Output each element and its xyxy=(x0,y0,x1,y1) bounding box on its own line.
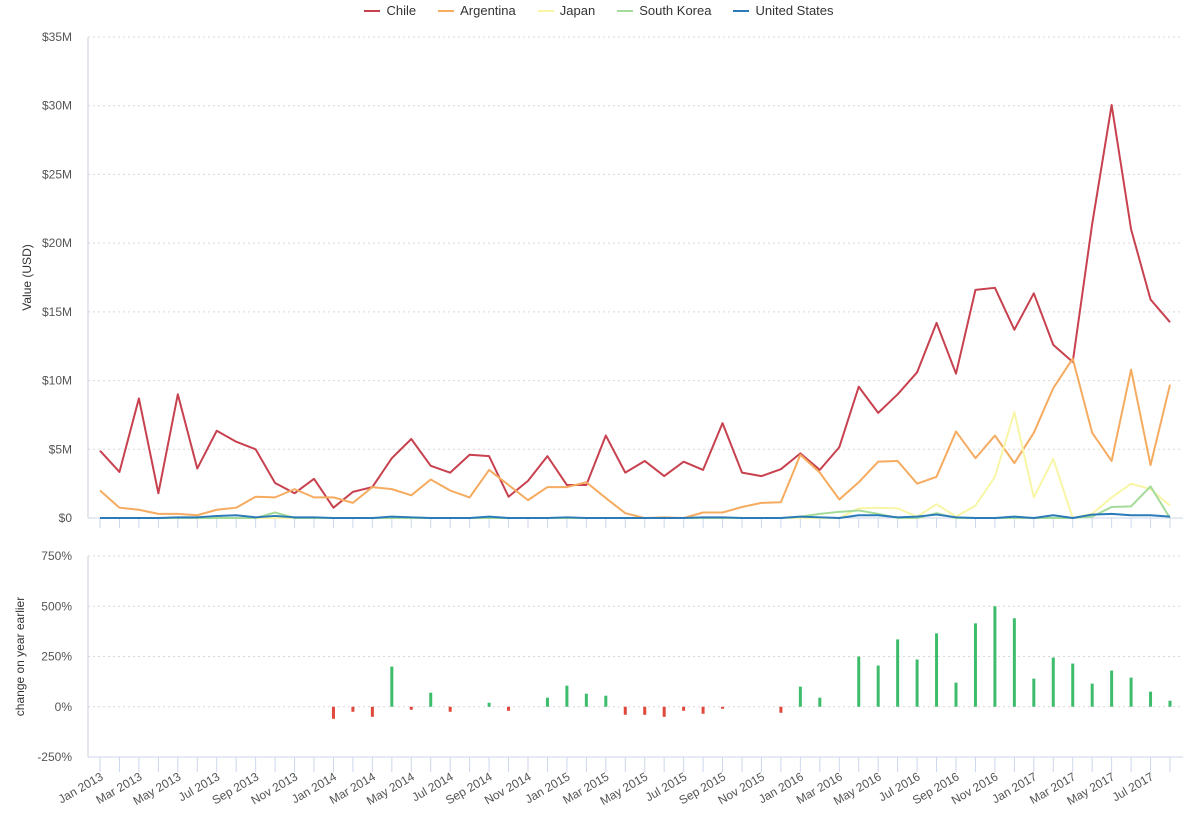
yoy-bar xyxy=(487,702,491,707)
yoy-bar xyxy=(429,692,433,707)
series-line-south-korea xyxy=(100,485,1171,519)
yoy-bar xyxy=(409,706,413,710)
y-tick-label: $35M xyxy=(42,30,72,44)
yoy-bar xyxy=(779,706,783,713)
yoy-bar xyxy=(1090,683,1094,707)
y-axis-title: Value (USD) xyxy=(20,244,34,310)
yoy-bar xyxy=(973,623,977,707)
yoy-bar xyxy=(876,665,880,707)
legend-swatch xyxy=(733,9,750,12)
yoy-bar xyxy=(662,706,666,717)
yoy-bar xyxy=(448,706,452,712)
yoy-bar xyxy=(798,686,802,707)
yoy-bar xyxy=(643,706,647,715)
yoy-bar xyxy=(818,697,822,707)
series-line-argentina xyxy=(99,357,1171,519)
yoy-bar xyxy=(701,706,705,714)
yoy-bar xyxy=(565,685,569,707)
yoy-bar xyxy=(545,697,549,707)
yoy-bar xyxy=(1071,663,1075,707)
legend-label: South Korea xyxy=(639,3,712,18)
yoy-bar xyxy=(507,706,511,711)
y-tick-label: 0% xyxy=(55,700,73,714)
yoy-bar xyxy=(390,666,394,707)
yoy-bar xyxy=(1032,678,1036,707)
legend-label: Chile xyxy=(386,3,417,18)
yoy-bar xyxy=(623,706,627,715)
yoy-bar xyxy=(604,695,608,707)
legend-swatch xyxy=(438,9,455,12)
legend-swatch xyxy=(364,9,381,12)
yoy-bar xyxy=(915,659,919,707)
y-tick-label: $20M xyxy=(42,236,72,250)
y-tick-label: 250% xyxy=(41,650,72,664)
series-line-united-states xyxy=(100,512,1171,519)
yoy-bar xyxy=(1149,691,1153,707)
legend: Chile Argentina Japan South Korea United Sta… xyxy=(0,3,1198,18)
y-tick-label: $5M xyxy=(49,442,72,456)
y-axis-title: change on year earlier xyxy=(13,597,27,716)
y-tick-label: $10M xyxy=(42,374,72,388)
yoy-bar xyxy=(682,706,686,711)
y-tick-label: $0 xyxy=(59,511,73,525)
legend-item[interactable]: Chile xyxy=(364,3,416,18)
legend-label: Japan xyxy=(559,3,596,18)
series-line-japan xyxy=(100,411,1171,519)
legend-label: Argentina xyxy=(460,3,516,18)
yoy-bar xyxy=(993,606,997,707)
y-tick-label: -250% xyxy=(37,750,72,764)
yoy-bar xyxy=(1012,618,1016,707)
x-tick-label: Jul 2017 xyxy=(1110,769,1157,804)
yoy-bar xyxy=(935,633,939,707)
yoy-bar xyxy=(331,706,335,719)
legend-label: United States xyxy=(755,3,834,18)
yoy-bar xyxy=(370,706,374,717)
yoy-bar xyxy=(351,706,355,712)
y-tick-label: 750% xyxy=(41,549,72,563)
series-line-chile xyxy=(99,104,1171,509)
legend-swatch xyxy=(617,9,634,12)
legend-item[interactable]: United States xyxy=(733,3,834,18)
yoy-bar xyxy=(721,706,725,709)
y-tick-label: 500% xyxy=(41,599,72,613)
legend-swatch xyxy=(537,9,554,12)
y-tick-label: $25M xyxy=(42,167,72,181)
legend-item[interactable]: Argentina xyxy=(438,3,516,18)
yoy-bar xyxy=(896,639,900,707)
yoy-bar xyxy=(584,693,588,707)
yoy-bar xyxy=(1129,677,1133,707)
yoy-bar xyxy=(1168,700,1172,707)
y-tick-label: $15M xyxy=(42,305,72,319)
yoy-bar xyxy=(857,656,861,707)
legend-item[interactable]: Japan xyxy=(537,3,596,18)
yoy-bar xyxy=(1051,657,1055,707)
yoy-bar xyxy=(1110,670,1114,707)
legend-item[interactable]: South Korea xyxy=(617,3,711,18)
yoy-bar xyxy=(954,682,958,707)
y-tick-label: $30M xyxy=(42,99,72,113)
